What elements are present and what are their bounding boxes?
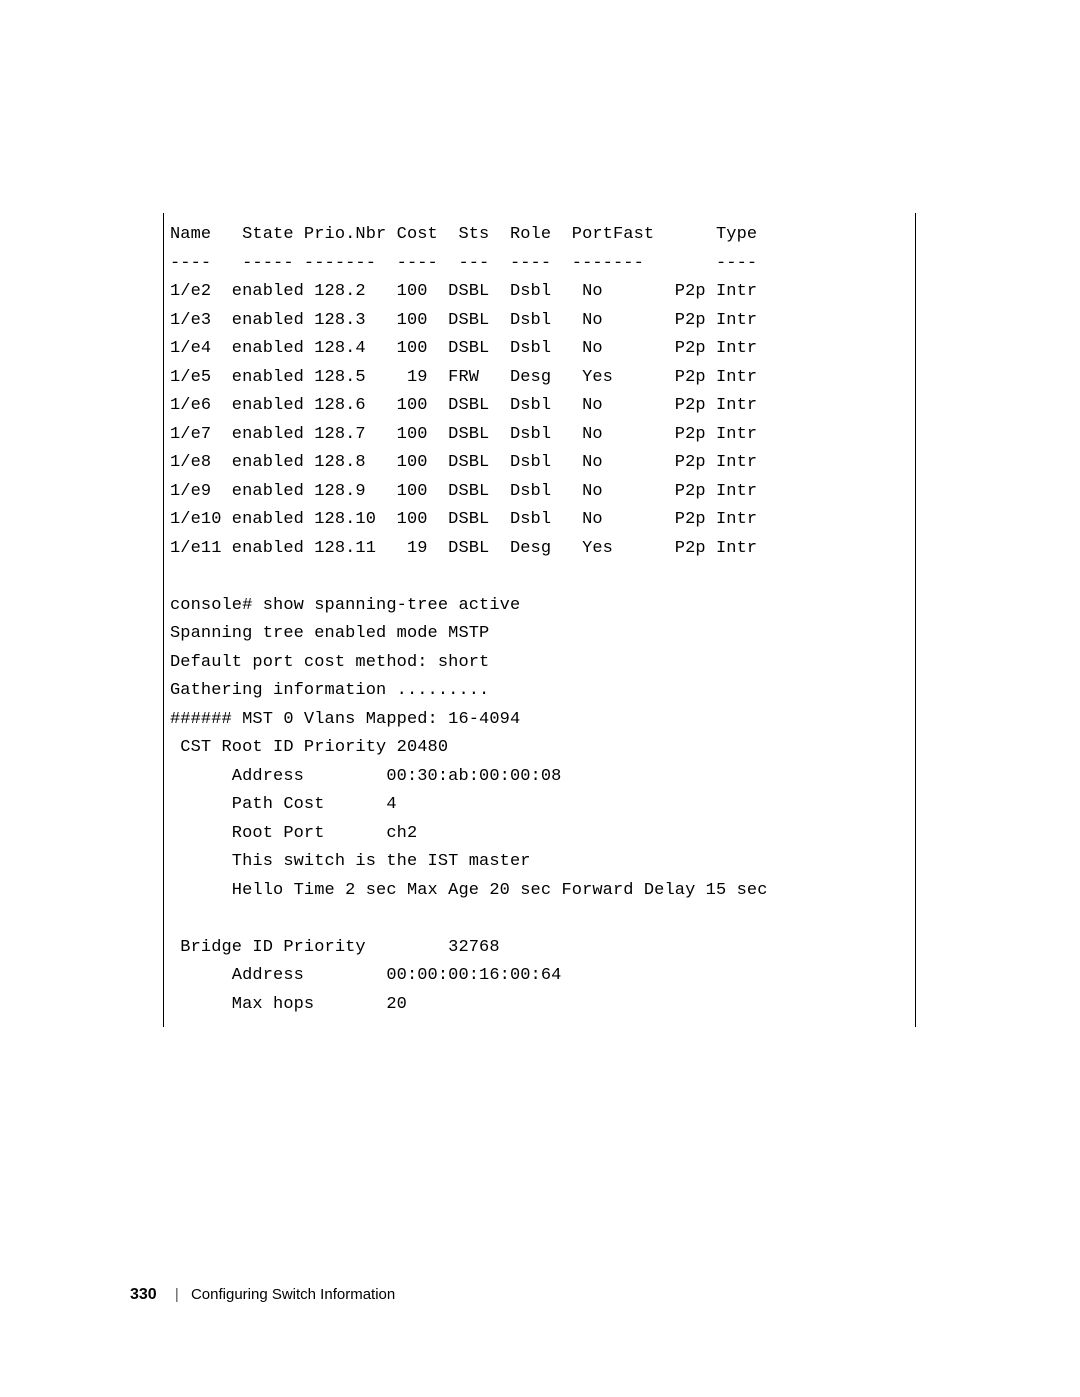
page-number: 330	[130, 1286, 157, 1303]
footer-divider: |	[175, 1286, 179, 1303]
page-footer: 330 | Configuring Switch Information	[130, 1286, 395, 1304]
terminal-output-box: Name State Prio.Nbr Cost Sts Role PortFa…	[163, 213, 916, 1027]
terminal-output: Name State Prio.Nbr Cost Sts Role PortFa…	[164, 221, 915, 1019]
document-page: Name State Prio.Nbr Cost Sts Role PortFa…	[0, 0, 1080, 1397]
footer-section-title: Configuring Switch Information	[191, 1286, 395, 1303]
